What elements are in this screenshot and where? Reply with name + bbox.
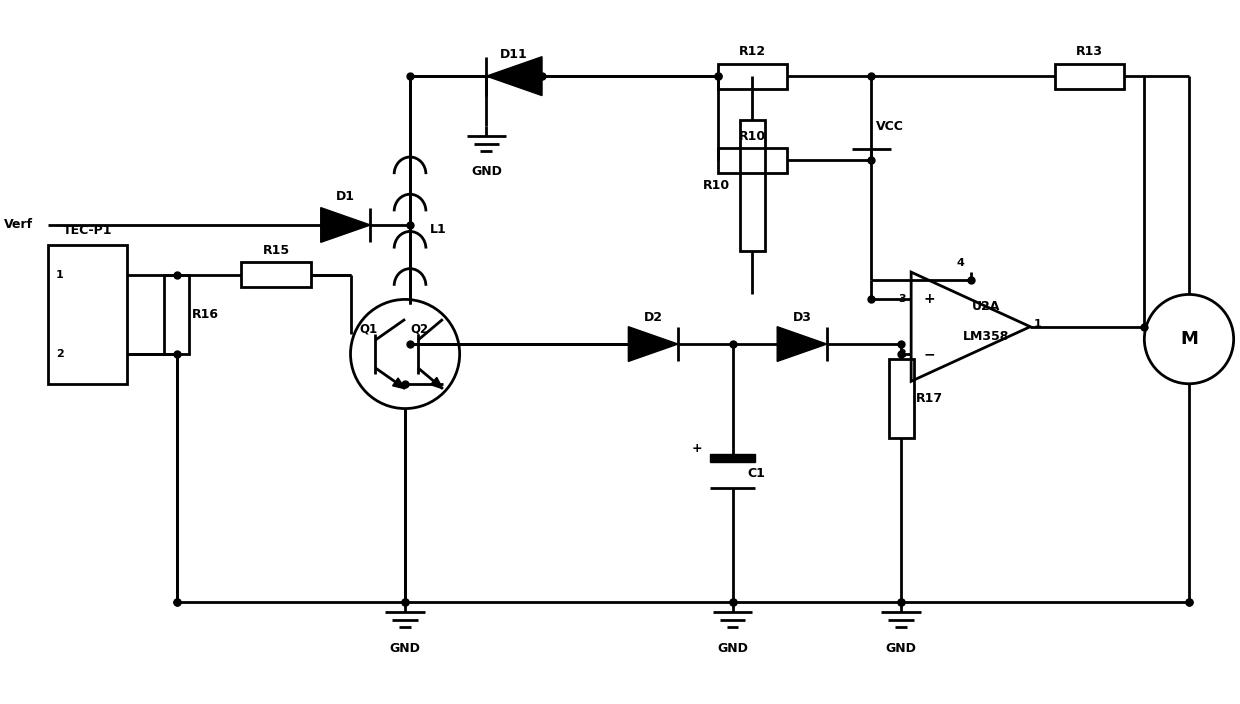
Text: D1: D1	[336, 190, 355, 203]
Text: M: M	[1180, 330, 1198, 348]
Text: Q2: Q2	[410, 322, 428, 336]
Text: Verf: Verf	[4, 218, 33, 232]
Bar	[1055, 64, 1125, 89]
Text: TEC-P1: TEC-P1	[63, 224, 113, 237]
Bar	[48, 245, 128, 384]
Text: GND: GND	[389, 642, 420, 655]
Text: +: +	[923, 292, 935, 306]
Polygon shape	[393, 378, 405, 389]
Polygon shape	[777, 327, 827, 361]
Bar	[711, 454, 755, 462]
Text: 2: 2	[56, 349, 63, 359]
Bar	[718, 64, 787, 89]
Text: C1: C1	[748, 467, 765, 479]
Polygon shape	[430, 377, 443, 389]
Polygon shape	[629, 327, 678, 361]
Text: U2A: U2A	[971, 301, 999, 313]
Polygon shape	[321, 208, 371, 242]
Bar	[718, 148, 787, 173]
Bar	[889, 359, 914, 439]
Text: GND: GND	[717, 642, 748, 655]
Text: GND: GND	[471, 165, 502, 178]
Text: VCC: VCC	[877, 120, 904, 132]
Bar	[242, 262, 311, 287]
Text: 2: 2	[899, 349, 906, 359]
Text: Q1: Q1	[360, 322, 377, 336]
Text: D3: D3	[792, 311, 811, 325]
Text: D11: D11	[501, 49, 528, 61]
Text: R12: R12	[739, 45, 766, 58]
Polygon shape	[486, 57, 542, 96]
Text: R16: R16	[192, 308, 218, 321]
Text: R10: R10	[703, 179, 730, 191]
Text: R15: R15	[263, 244, 290, 257]
Text: GND: GND	[885, 642, 916, 655]
Text: 3: 3	[899, 294, 906, 304]
Text: +: +	[692, 442, 702, 455]
Bar	[165, 275, 190, 354]
Text: 4: 4	[957, 258, 965, 268]
Text: R17: R17	[916, 392, 944, 405]
Bar	[740, 120, 765, 251]
Text: L1: L1	[430, 223, 446, 237]
Text: D2: D2	[644, 311, 662, 325]
Text: R10: R10	[739, 130, 766, 143]
Text: R13: R13	[1076, 45, 1104, 58]
Text: 1: 1	[56, 270, 63, 279]
Text: LM358: LM358	[962, 330, 1009, 343]
Text: 1: 1	[1033, 319, 1040, 329]
Text: −: −	[923, 347, 935, 361]
